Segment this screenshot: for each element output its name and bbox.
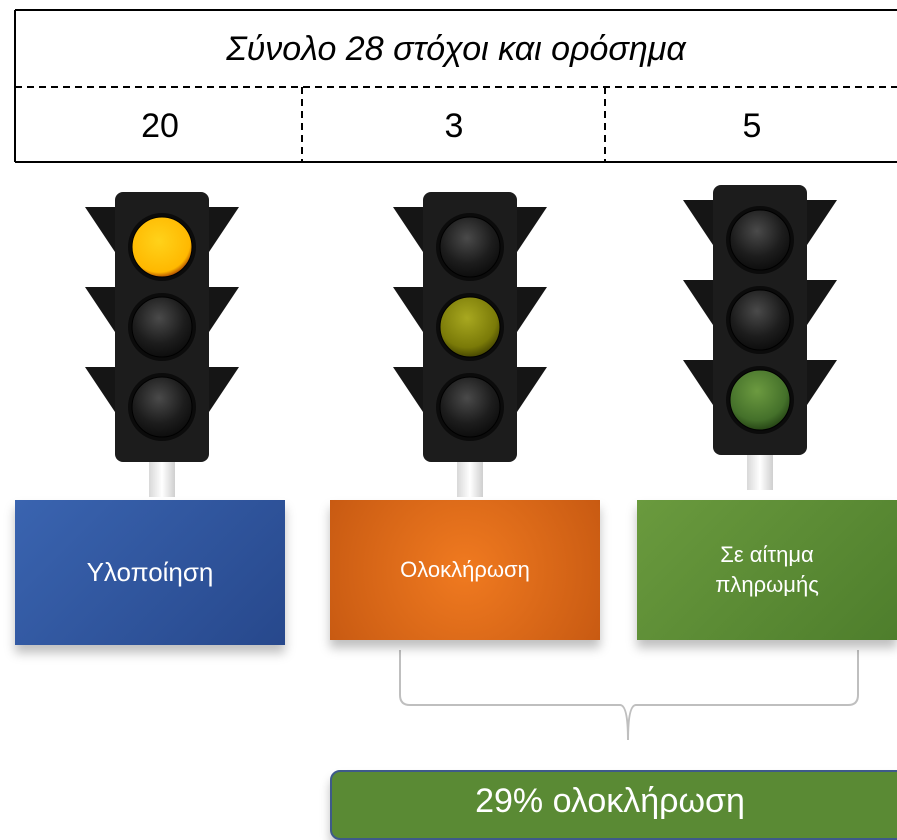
pole bbox=[149, 457, 175, 497]
lamp-off bbox=[730, 210, 790, 270]
stage-box: Υλοποίηση bbox=[15, 500, 285, 645]
stage-box: Σε αίτημα πληρωμής bbox=[637, 500, 897, 640]
visor bbox=[517, 367, 547, 412]
visor bbox=[85, 287, 115, 332]
lamp-off bbox=[730, 290, 790, 350]
count: 5 bbox=[743, 107, 762, 145]
lamp-on bbox=[440, 297, 500, 357]
visor bbox=[209, 287, 239, 332]
summary-box: 29% ολοκλήρωση bbox=[330, 770, 897, 840]
visor bbox=[209, 207, 239, 252]
page: Σύνολο 28 στόχοι και ορόσημα 20 3 5 Υλοπ… bbox=[0, 0, 897, 832]
lamp-on bbox=[132, 217, 192, 277]
visor bbox=[393, 207, 423, 252]
visor bbox=[85, 367, 115, 412]
pole bbox=[457, 457, 483, 497]
visor bbox=[683, 280, 713, 325]
visor bbox=[807, 280, 837, 325]
visor bbox=[683, 200, 713, 245]
pole bbox=[747, 450, 773, 490]
visor bbox=[393, 367, 423, 412]
count: 3 bbox=[445, 107, 464, 145]
visor bbox=[85, 207, 115, 252]
lamp-off bbox=[132, 377, 192, 437]
visor bbox=[683, 360, 713, 405]
lamp-on bbox=[730, 370, 790, 430]
stage-box: Ολοκλήρωση bbox=[330, 500, 600, 640]
brace bbox=[400, 650, 858, 740]
lamp-off bbox=[440, 377, 500, 437]
count: 20 bbox=[141, 107, 179, 145]
table-title: Σύνολο 28 στόχοι και ορόσημα bbox=[225, 30, 687, 68]
visor bbox=[517, 287, 547, 332]
lamp-off bbox=[132, 297, 192, 357]
visor bbox=[807, 200, 837, 245]
summary-label: 29% ολοκλήρωση bbox=[475, 782, 745, 821]
diagram: Σύνολο 28 στόχοι και ορόσημα 20 3 5 bbox=[0, 0, 897, 832]
visor bbox=[807, 360, 837, 405]
stage-label: Υλοποίηση bbox=[87, 557, 214, 588]
visor bbox=[209, 367, 239, 412]
lamp-off bbox=[440, 217, 500, 277]
visor bbox=[393, 287, 423, 332]
stage-label: Ολοκλήρωση bbox=[400, 557, 530, 583]
visor bbox=[517, 207, 547, 252]
stage-label: Σε αίτημα πληρωμής bbox=[692, 540, 842, 599]
